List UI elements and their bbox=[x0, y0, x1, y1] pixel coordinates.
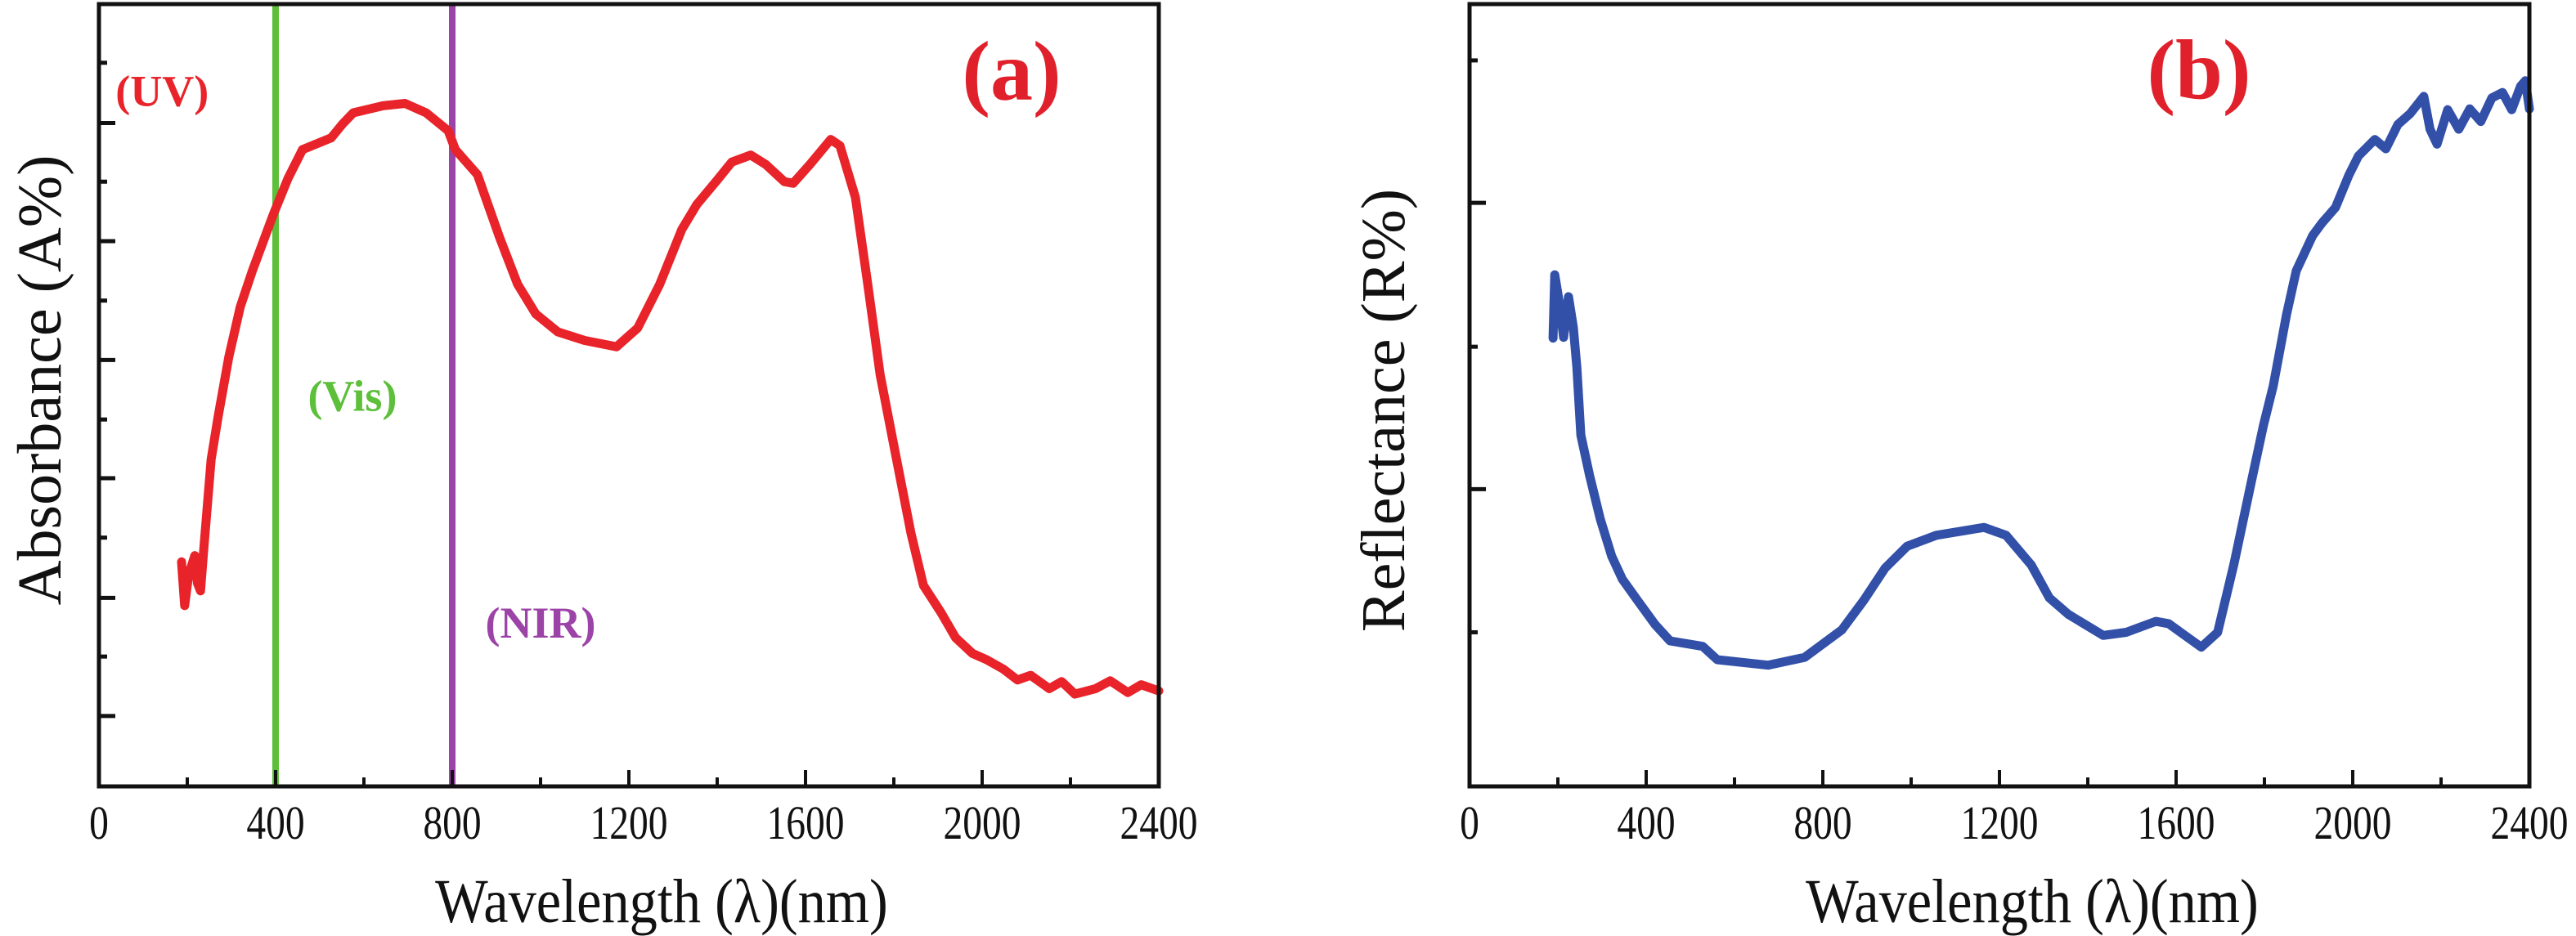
data-line-absorbance bbox=[177, 99, 1164, 699]
x-tick-label: 2400 bbox=[2490, 798, 2568, 849]
panel-a-absorbance: 0 400 800 1200 1600 2000 2400 Wavelength (λ)(n… bbox=[6, 2, 1198, 936]
y-axis-ticks bbox=[99, 60, 115, 719]
x-tick-label: 400 bbox=[246, 798, 304, 849]
x-axis-ticks bbox=[97, 770, 1160, 786]
x-tick-label: 1600 bbox=[2137, 798, 2215, 849]
x-axis-title: Wavelength (λ)(nm) bbox=[1806, 867, 2259, 936]
x-tick-label: 2000 bbox=[2313, 798, 2391, 849]
y-axis-title: Reflectance (R%) bbox=[1349, 189, 1418, 632]
x-axis-tick-labels: 0 400 800 1200 1600 2000 2400 bbox=[89, 798, 1197, 849]
x-axis-title: Wavelength (λ)(nm) bbox=[435, 867, 888, 936]
x-axis-tick-labels: 0 400 800 1200 1600 2000 2400 bbox=[1460, 798, 2568, 849]
plot-frame bbox=[1467, 2, 2532, 789]
region-labels: (UV) (Vis) (NIR) bbox=[115, 66, 595, 647]
x-tick-label: 1200 bbox=[1960, 798, 2038, 849]
region-label-vis: (Vis) bbox=[307, 372, 397, 421]
x-tick-label: 1600 bbox=[766, 798, 844, 849]
region-label-nir: (NIR) bbox=[486, 598, 596, 647]
data-line-reflectance bbox=[1548, 76, 2534, 670]
panel-label-a: (a) bbox=[962, 25, 1061, 119]
region-label-uv: (UV) bbox=[115, 66, 209, 115]
y-axis-title: Absorbance (A%) bbox=[6, 155, 74, 606]
x-axis-ticks bbox=[1468, 770, 2531, 786]
y-axis-ticks bbox=[1470, 58, 1486, 634]
x-tick-label: 2400 bbox=[1120, 798, 1197, 849]
x-tick-label: 0 bbox=[1460, 798, 1479, 849]
x-tick-label: 400 bbox=[1617, 798, 1675, 849]
absorbance-series bbox=[177, 99, 1164, 699]
x-tick-label: 1200 bbox=[590, 798, 667, 849]
panel-b-reflectance: 0 400 800 1200 1600 2000 2400 Wavelength (λ)(n… bbox=[1349, 2, 2569, 936]
x-tick-label: 800 bbox=[423, 798, 481, 849]
x-tick-label: 2000 bbox=[943, 798, 1021, 849]
reflectance-series bbox=[1548, 76, 2534, 670]
x-tick-label: 800 bbox=[1793, 798, 1851, 849]
panel-label-b: (b) bbox=[2147, 23, 2251, 117]
x-tick-label: 0 bbox=[89, 798, 109, 849]
